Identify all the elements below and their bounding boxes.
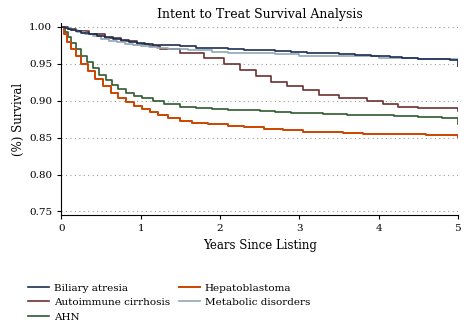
X-axis label: Years Since Listing: Years Since Listing [202,239,317,252]
Y-axis label: (%) Survival: (%) Survival [12,83,25,156]
Legend: Biliary atresia, Autoimmune cirrhosis, AHN, Hepatoblastoma, Metabolic disorders,: Biliary atresia, Autoimmune cirrhosis, A… [24,279,314,326]
Title: Intent to Treat Survival Analysis: Intent to Treat Survival Analysis [157,8,362,21]
